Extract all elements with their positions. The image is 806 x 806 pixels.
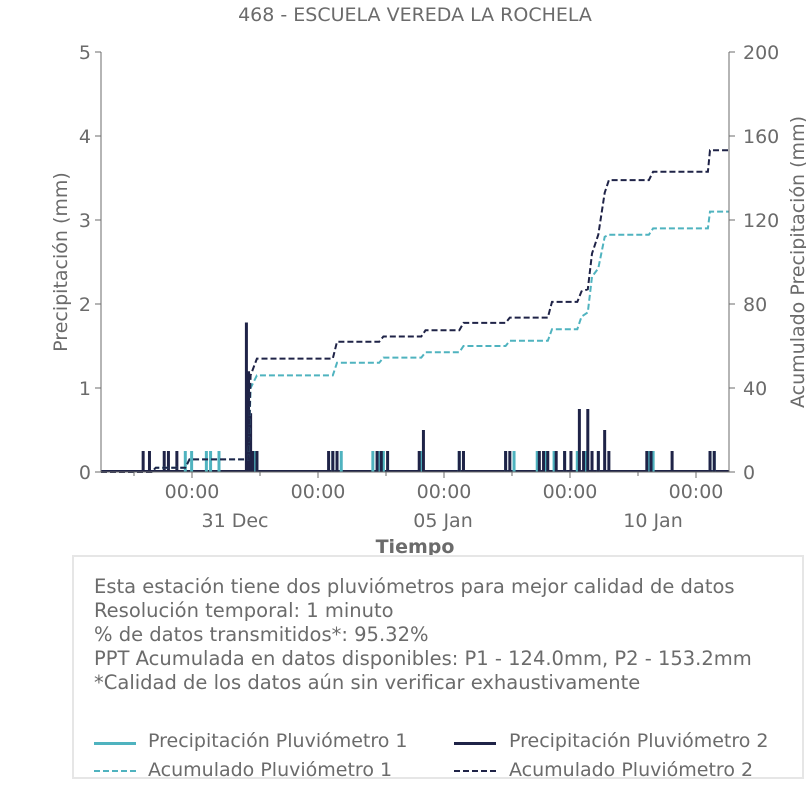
y-tick-label-1: 1 — [79, 378, 91, 400]
x-tick-label-1: 00:00 — [291, 481, 346, 503]
legend-label-a2: Acumulado Pluviómetro 2 — [509, 759, 754, 781]
accum-line-3 — [101, 149, 729, 473]
y2-axis-label: Acumulado Precipitación (mm) — [787, 116, 806, 408]
x-date-label-0: 31 Dec — [202, 510, 269, 532]
precipitation-chart: 468 - ESCUELA VEREDA LA ROCHELA 0 1 2 3 4 5 0 4… — [50, 4, 806, 555]
y2-tick-label-5: 200 — [743, 42, 779, 64]
legend-swatch-a2 — [454, 770, 496, 772]
x-tick-label-3: 00:00 — [543, 481, 598, 503]
x-date-label-2: 10 Jan — [623, 510, 683, 532]
legend-label-p1: Precipitación Pluviómetro 1 — [148, 730, 408, 752]
info-line-accumulated: PPT Acumulada en datos disponibles: P1 -… — [94, 647, 752, 670]
y-tick-label-2: 2 — [79, 294, 91, 316]
legend-label-p2: Precipitación Pluviómetro 2 — [509, 730, 769, 752]
y-tick-label-5: 5 — [79, 42, 91, 64]
info-lines: Esta estación tiene dos pluviómetros par… — [94, 575, 752, 695]
y-tick-label-4: 4 — [79, 126, 91, 148]
y2-tick-label-0: 0 — [743, 462, 755, 484]
x-tick-label-2: 00:00 — [417, 481, 472, 503]
y2-tick-label-2: 80 — [743, 294, 767, 316]
info-line-resolution: Resolución temporal: 1 minuto — [94, 599, 394, 622]
legend-swatch-a1 — [94, 770, 136, 772]
info-line-transmitted: % de datos transmitidos*: 95.32% — [94, 623, 429, 646]
legend-swatch-p1 — [94, 742, 136, 745]
plot-area — [101, 149, 729, 473]
x-axis-label: Tiempo — [376, 536, 455, 555]
legend-swatch-p2 — [454, 742, 496, 745]
x-date-label-1: 05 Jan — [413, 510, 473, 532]
y2-tick-label-4: 160 — [743, 126, 779, 148]
y-tick-label-0: 0 — [79, 462, 91, 484]
info-line-dual-gauge: Esta estación tiene dos pluviómetros par… — [94, 575, 735, 598]
x-tick-label-4: 00:00 — [669, 481, 724, 503]
y-axis-label: Precipitación (mm) — [50, 172, 72, 352]
y2-tick-label-3: 120 — [743, 210, 779, 232]
info-line-quality-note: *Calidad de los datos aún sin verificar … — [94, 671, 641, 694]
x-tick-label-0: 00:00 — [165, 481, 220, 503]
legend-label-a1: Acumulado Pluviómetro 1 — [148, 759, 393, 781]
chart-title: 468 - ESCUELA VEREDA LA ROCHELA — [238, 4, 592, 26]
info-panel: Esta estación tiene dos pluviómetros par… — [72, 555, 804, 781]
axes: 0 1 2 3 4 5 0 40 80 120 160 200 00:00 00:00 00:00 00:00… — [79, 42, 779, 532]
y2-tick-label-1: 40 — [743, 378, 767, 400]
y-tick-label-3: 3 — [79, 210, 91, 232]
accum-line-2 — [101, 210, 729, 473]
